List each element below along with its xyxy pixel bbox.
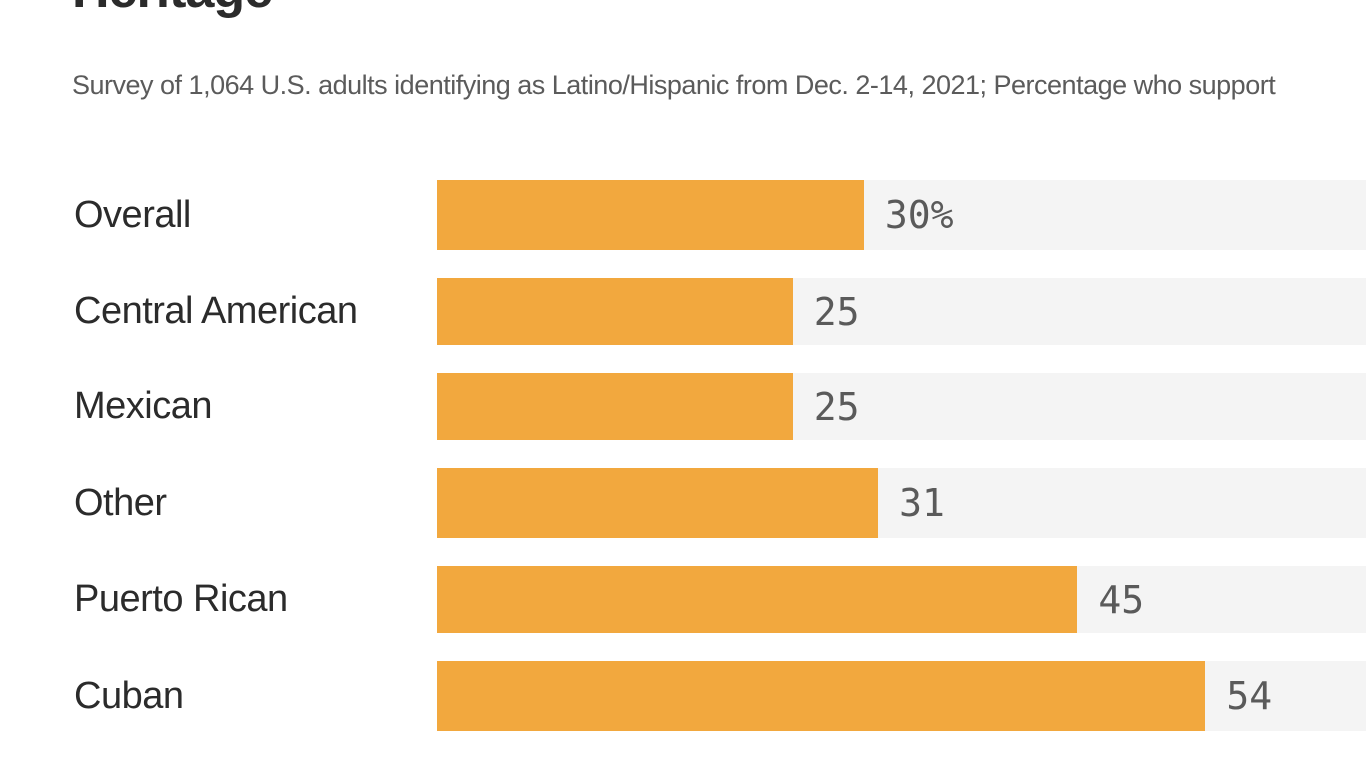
bar [437,661,1206,731]
bar [437,566,1078,633]
value-label: 30% [884,193,954,237]
bar [437,180,864,250]
bar [437,278,793,345]
bar-row: Puerto Rican 45 [0,566,1366,633]
chart-subtitle: Survey of 1,064 U.S. adults identifying … [72,70,1276,100]
category-label: Other [74,481,167,524]
category-label: Puerto Rican [74,578,288,620]
bar-row: Mexican 25 [0,373,1366,440]
value-label: 25 [813,384,860,429]
category-label: Mexican [74,385,213,427]
value-label: 25 [813,289,860,334]
bar-row: Overall 30% [0,180,1366,250]
value-label: 54 [1226,674,1273,718]
bar [437,373,793,440]
bar-row: Cuban 54 [0,661,1366,731]
bar [437,468,879,538]
bar-row: Central American 25 [0,278,1366,345]
chart-title: Heritage [72,0,273,20]
value-label: 45 [1098,577,1145,622]
category-label: Overall [74,193,191,236]
value-label: 31 [899,481,945,525]
category-label: Cuban [74,674,184,717]
bar-row: Other 31 [0,468,1366,538]
category-label: Central American [74,290,358,332]
